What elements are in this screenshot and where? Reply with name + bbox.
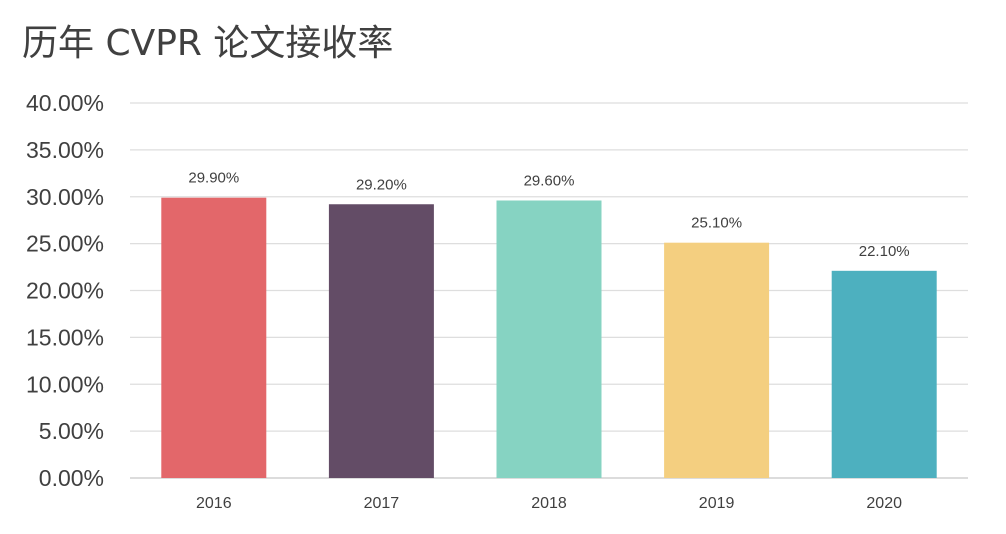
data-label-2019: 25.10% xyxy=(691,215,742,232)
x-tick-label-2018: 2018 xyxy=(531,495,567,512)
y-tick-label: 15.00% xyxy=(26,324,104,350)
data-label-2020: 22.10% xyxy=(859,243,910,260)
data-label-2017: 29.20% xyxy=(356,176,407,193)
chart-title: 历年 CVPR 论文接收率 xyxy=(22,23,394,64)
y-tick-label: 10.00% xyxy=(26,371,104,397)
y-tick-label: 5.00% xyxy=(39,418,104,444)
bar-2020 xyxy=(831,270,937,478)
y-tick-label: 25.00% xyxy=(26,231,104,257)
y-tick-label: 35.00% xyxy=(26,137,104,163)
y-tick-label: 20.00% xyxy=(26,278,104,304)
x-axis-tick-labels: 2016 2017 2018 2019 2020 xyxy=(196,495,902,512)
y-tick-label: 40.00% xyxy=(26,90,104,116)
x-tick-label-2017: 2017 xyxy=(364,495,400,512)
y-tick-label: 0.00% xyxy=(39,465,104,491)
y-tick-label: 30.00% xyxy=(26,184,104,210)
data-labels: 29.90% 29.20% 29.60% 25.10% 22.10% xyxy=(188,170,909,260)
data-label-2016: 29.90% xyxy=(188,170,239,187)
data-label-2018: 29.60% xyxy=(524,173,575,190)
x-tick-label-2016: 2016 xyxy=(196,495,232,512)
bars xyxy=(161,197,937,478)
x-tick-label-2019: 2019 xyxy=(699,495,735,512)
bar-2016 xyxy=(161,197,267,478)
y-axis-tick-labels: 0.00% 5.00% 10.00% 15.00% 20.00% 25.00% 30.00%… xyxy=(26,90,104,491)
bar-2019 xyxy=(664,242,770,478)
x-tick-label-2020: 2020 xyxy=(866,495,902,512)
bar-2018 xyxy=(496,200,602,478)
bar-2017 xyxy=(328,204,434,478)
